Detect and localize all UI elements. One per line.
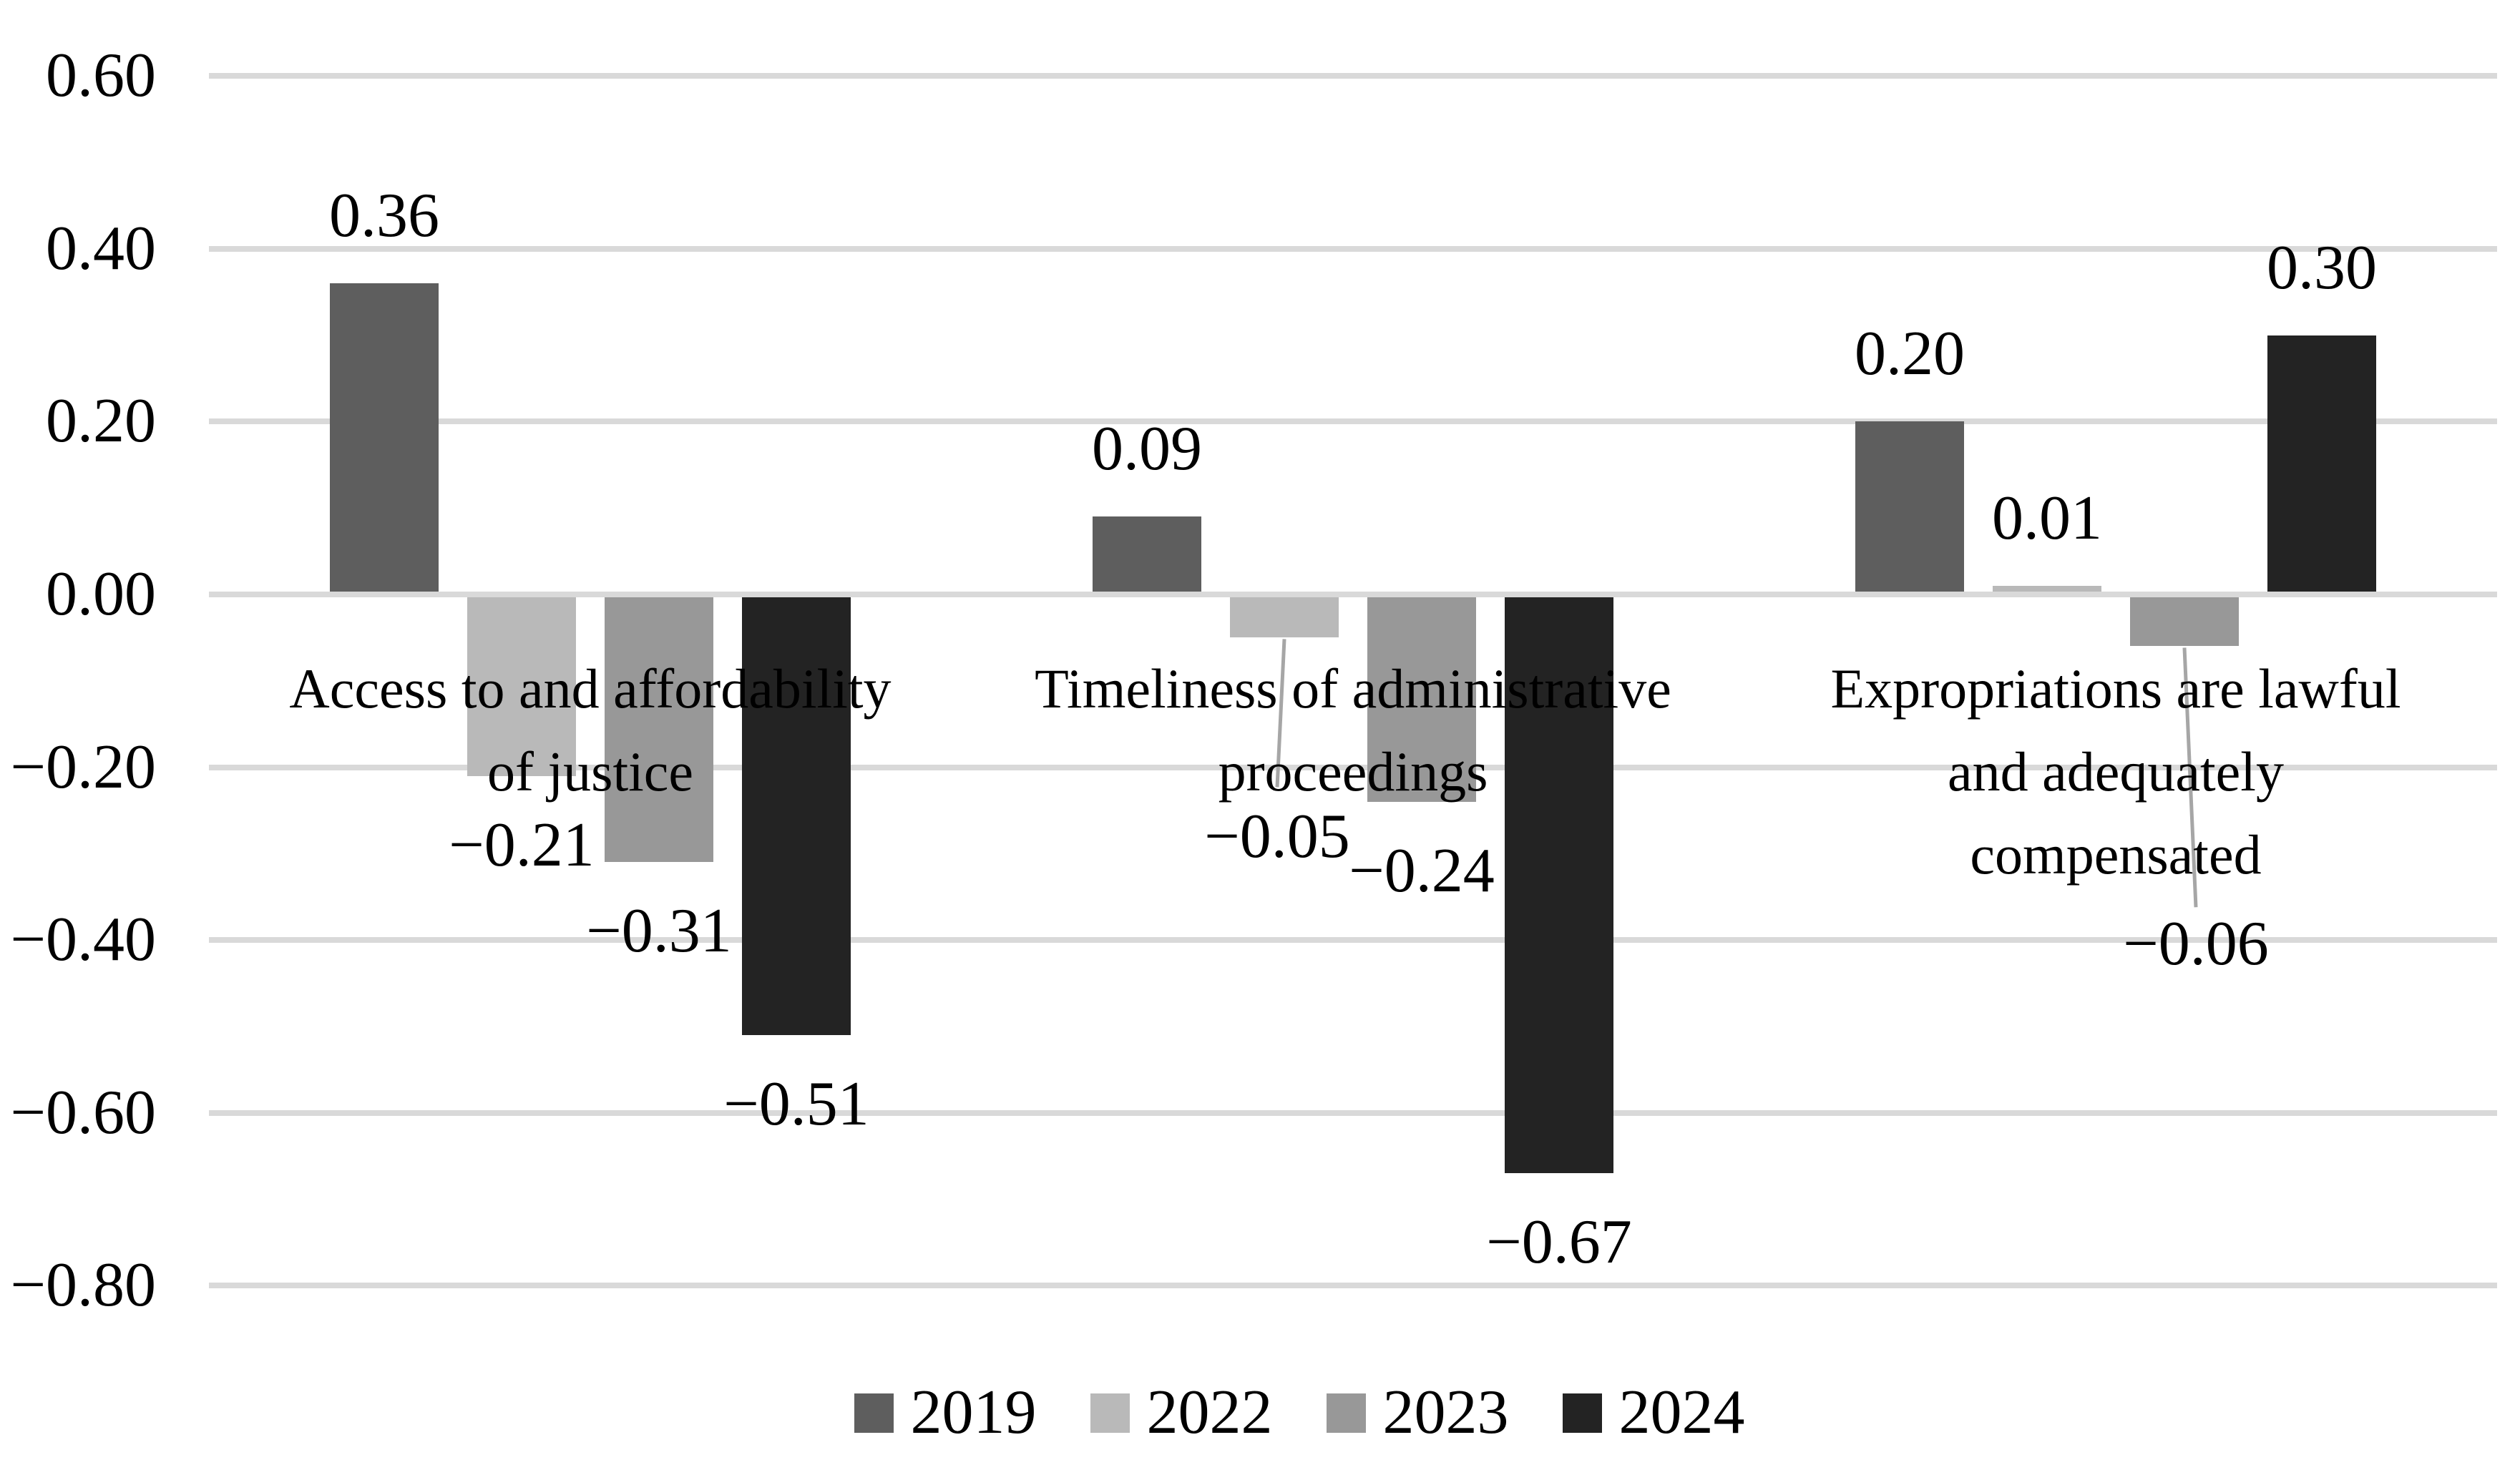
value-label-2023-category-2: −0.24 [1349,836,1495,906]
legend-item-2022: 2022 [1090,1381,1273,1445]
gridline [209,764,2497,770]
value-label-2019-category-3: 0.20 [1855,319,1965,389]
y-axis-tick-label: 0.20 [46,386,156,456]
value-label-2024-category-3: 0.30 [2267,232,2377,303]
legend-label-2024: 2024 [1618,1378,1745,1447]
legend-label-2022: 2022 [1146,1378,1273,1447]
y-axis-tick-label: 0.40 [46,213,156,283]
bar-2022-category-1 [467,597,576,776]
category-label-2: Timeliness of administrative proceedings [931,647,1775,813]
bar-2023-category-1 [605,597,713,863]
category-label-line: of justice [487,740,694,803]
bar-2023-category-3 [2130,597,2239,647]
legend-label-2019: 2019 [910,1378,1037,1447]
y-axis-tick-label: −0.60 [10,1077,156,1147]
legend-swatch-2022 [1090,1393,1130,1433]
gridline [209,245,2497,252]
value-label-2023-category-3: −0.06 [2123,909,2269,979]
legend-swatch-2019 [854,1393,894,1433]
y-axis-tick-label: 0.00 [46,559,156,629]
value-label-2024-category-2: −0.67 [1486,1207,1632,1278]
bar-2019-category-3 [1855,421,1964,592]
bar-2022-category-3 [1993,585,2101,592]
legend-swatch-2023 [1326,1393,1366,1433]
category-label-line: Access to and affordability [289,657,892,720]
category-label-3: Expropriations are lawful and adequately c… [1694,647,2520,896]
category-label-line: and adequately [1948,740,2284,803]
gridline [209,592,2497,597]
legend-label-2023: 2023 [1382,1378,1509,1447]
gridline [209,1109,2497,1116]
category-label-line: compensated [1970,823,2262,886]
legend-item-2023: 2023 [1326,1378,1509,1447]
gridline [209,418,2497,425]
value-label-2022-category-2: −0.05 [1204,802,1350,872]
category-label-line: Timeliness of administrative [1035,657,1671,720]
gridline [209,73,2497,79]
bar-2024-category-3 [2267,335,2376,592]
bar-2024-category-2 [1505,597,1613,1174]
y-axis-tick-label: −0.40 [10,905,156,975]
y-axis-tick-label: 0.60 [46,41,156,111]
gridline [209,1283,2497,1289]
legend-swatch-2024 [1562,1393,1602,1433]
bar-2022-category-2 [1230,597,1339,638]
bar-2019-category-1 [330,283,439,592]
category-label-1: Access to and affordability of justice [168,647,1012,813]
value-label-2019-category-2: 0.09 [1092,414,1202,484]
legend-item-2019: 2019 [854,1381,1037,1445]
value-label-2022-category-1: −0.21 [449,810,595,880]
legend-item-2024: 2024 [1562,1378,1745,1447]
value-label-2022-category-3: 0.01 [1992,483,2102,553]
value-label-2023-category-1: −0.31 [586,896,732,966]
bar-2024-category-1 [742,597,851,1036]
bar-2023-category-2 [1367,597,1476,802]
legend: 2019 2022 2023 2024 [39,1381,2520,1445]
value-label-2024-category-1: −0.51 [723,1069,869,1140]
y-axis-tick-label: −0.20 [10,732,156,802]
gridline [209,937,2497,944]
category-label-line: Expropriations are lawful [1830,657,2401,720]
y-axis-tick-label: −0.80 [10,1250,156,1320]
leader-line [2182,647,2198,908]
value-label-2019-category-1: 0.36 [329,181,439,251]
bar-2019-category-2 [1093,516,1201,592]
leader-line [1275,639,1286,788]
category-label-line: proceedings [1218,740,1488,803]
